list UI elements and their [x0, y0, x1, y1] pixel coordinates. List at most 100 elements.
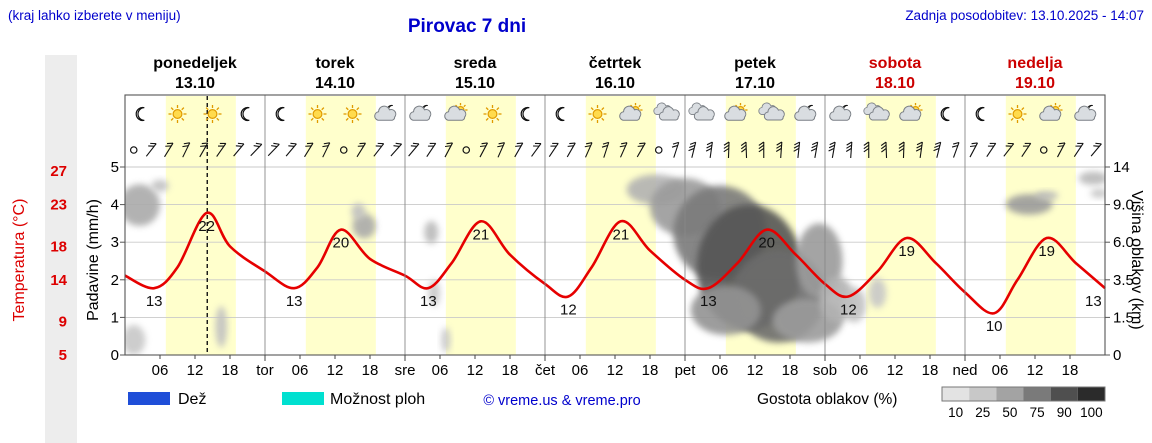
wind-barb-shaft	[636, 142, 646, 158]
wind-barb-feather	[723, 144, 730, 149]
moon-cloud-icon	[1074, 104, 1097, 121]
day-date: 19.10	[1015, 75, 1055, 92]
wind-barb-feather	[639, 142, 646, 145]
wind-barb-feather	[410, 145, 417, 147]
wind-barb-feather	[1093, 145, 1100, 147]
sun-ray	[1010, 117, 1014, 121]
wind-barb-feather	[916, 141, 923, 146]
precip-tick-label: 5	[111, 159, 119, 176]
wind-barb-feather	[444, 145, 452, 148]
wind-barb-icon	[304, 142, 314, 158]
density-scale-tick-label: 10	[948, 405, 963, 420]
moon-cloud-icon	[409, 104, 432, 121]
temperature-curve	[124, 211, 1106, 315]
cloud-height-tick-label: 0	[1113, 347, 1121, 364]
wind-barb-icon	[426, 142, 437, 157]
wind-barb-feather	[863, 144, 870, 150]
cloud-layer	[125, 171, 1105, 355]
temperature-value-label: 20	[332, 235, 349, 252]
cloud-blob	[125, 324, 146, 355]
temperature-value-label: 13	[286, 293, 303, 310]
wind-barb-feather	[498, 142, 505, 145]
wind-barb-shaft	[691, 142, 697, 158]
wind-barb-shaft	[902, 141, 905, 159]
wind-barb-shaft	[727, 141, 730, 159]
rain-legend-label: Dež	[178, 391, 207, 408]
day-name: četrtek	[589, 55, 642, 72]
time-tick-label: 18	[642, 362, 659, 379]
wind-barb-feather	[1095, 142, 1102, 145]
wind-barb-shaft	[216, 143, 227, 157]
day-name: sobota	[869, 55, 922, 72]
wind-barb-feather	[845, 147, 852, 152]
wind-barb-shaft	[986, 143, 997, 157]
wind-barb-icon	[845, 141, 853, 159]
sun-ray	[356, 107, 360, 111]
sun-ray	[1058, 104, 1061, 108]
wind-barb-feather	[395, 142, 402, 145]
wind-barb-shaft	[373, 143, 385, 157]
wind-barb-icon	[740, 141, 748, 159]
wind-barb-feather	[828, 144, 835, 149]
wind-barb-feather	[793, 147, 800, 152]
sun-ray	[321, 117, 325, 121]
wind-barb-feather	[288, 145, 295, 147]
page-title: Pirovac 7 dni	[407, 16, 527, 37]
density-scale-tick-label: 100	[1080, 405, 1103, 420]
sun-ray	[170, 107, 174, 111]
wind-barb-feather	[811, 141, 818, 146]
time-tick-label: 12	[327, 362, 344, 379]
cloud-blob	[151, 179, 169, 192]
time-tick-label: 12	[187, 362, 204, 379]
density-scale-segment	[1023, 387, 1051, 401]
moon-cloud-icon	[374, 104, 397, 121]
temp-tick-label: 18	[50, 238, 67, 255]
wind-barb-feather	[621, 142, 628, 145]
wind-barb-icon	[216, 142, 227, 157]
cloud-height-tick-label: 9.0	[1113, 197, 1134, 214]
wind-barb-icon	[514, 142, 524, 158]
sun-ray	[496, 117, 500, 121]
precip-tick-label: 4	[111, 197, 119, 214]
calm-wind-icon	[1039, 146, 1048, 154]
moon-crescent	[240, 106, 250, 122]
wind-barb-feather	[863, 141, 870, 146]
wind-barb-icon	[898, 141, 905, 159]
cloud-shape	[829, 105, 852, 121]
wind-barb-feather	[915, 147, 922, 152]
wind-barb-icon	[986, 142, 997, 157]
wind-barb-feather	[829, 141, 836, 146]
cloud-height-tick-label: 14	[1113, 159, 1130, 176]
wind-barb-feather	[479, 145, 487, 148]
wind-barb-feather	[182, 145, 189, 148]
daylight-band	[1005, 96, 1076, 355]
wind-barb-shaft	[709, 142, 713, 158]
cloud-height-tick-label: 6.0	[1113, 234, 1134, 251]
wind-barb-feather	[741, 147, 747, 153]
rain-legend-swatch	[128, 392, 170, 405]
day-abbrev-label: sre	[395, 362, 416, 379]
wind-barb-icon	[775, 141, 783, 159]
temperature-value-label: 12	[840, 302, 857, 319]
time-tick-label: 06	[432, 362, 449, 379]
sun-ray	[181, 117, 185, 121]
wind-barb-icon	[671, 141, 680, 158]
cloud-shape	[1074, 105, 1097, 121]
moon-crescent	[135, 106, 145, 122]
sun-ray	[1021, 117, 1025, 121]
time-tick-label: 06	[152, 362, 169, 379]
wind-barb-shaft	[1057, 142, 1066, 158]
last-update: Zadnja posodobitev: 13.10.2025 - 14:07	[905, 8, 1144, 23]
cloud-shape	[444, 105, 467, 121]
cloud-height-tick-label: 1.5	[1113, 309, 1134, 326]
time-tick-label: 18	[782, 362, 799, 379]
wind-barb-feather	[1057, 145, 1064, 148]
wind-barb-feather	[758, 141, 765, 146]
wind-barb-feather	[723, 147, 730, 153]
sun-ray	[205, 107, 209, 111]
wind-barb-feather	[412, 142, 419, 145]
day-date: 15.10	[455, 75, 495, 92]
wind-barb-shaft	[250, 143, 263, 157]
sun-ray	[590, 117, 594, 121]
wind-barb-shaft	[145, 143, 157, 157]
